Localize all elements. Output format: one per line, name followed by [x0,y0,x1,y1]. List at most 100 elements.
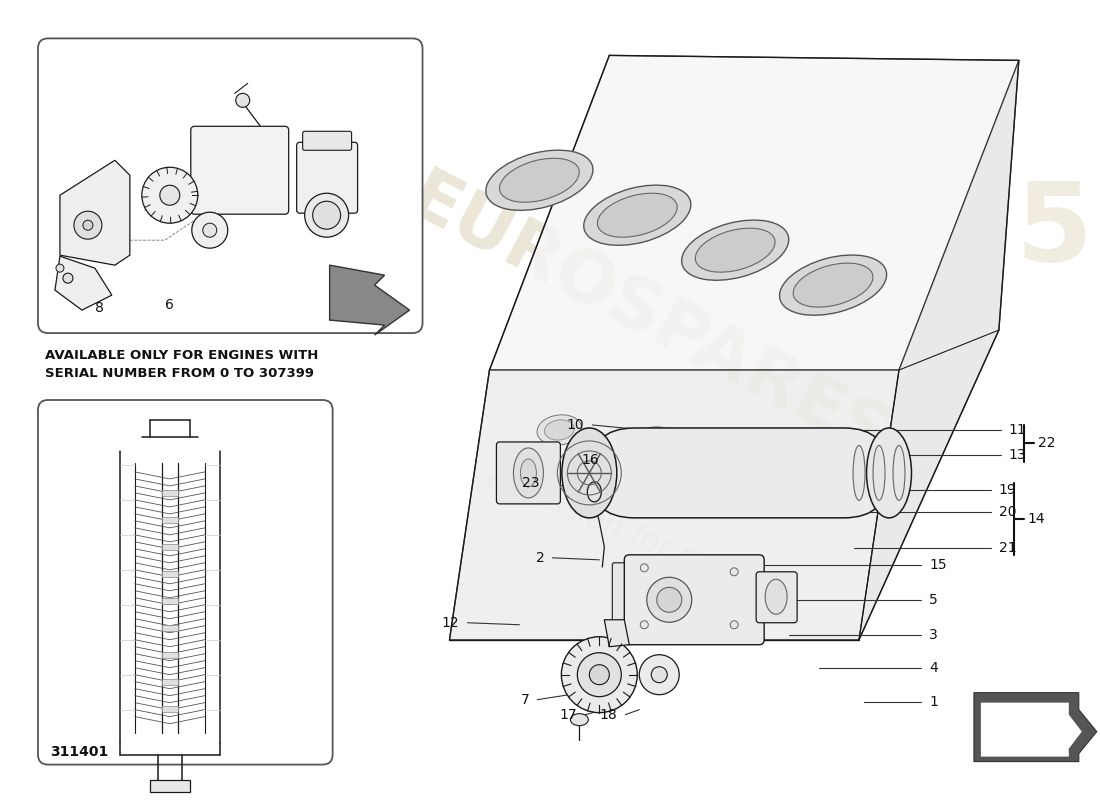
Circle shape [160,186,179,206]
Ellipse shape [727,438,771,469]
Circle shape [142,167,198,223]
Text: 8: 8 [96,301,104,315]
Polygon shape [450,370,899,640]
Polygon shape [490,55,1019,370]
Text: 16: 16 [582,453,600,467]
Bar [162,652,178,658]
FancyBboxPatch shape [496,442,560,504]
Text: 3: 3 [930,628,937,642]
Ellipse shape [514,448,543,498]
Text: 1: 1 [930,694,938,709]
Polygon shape [604,620,629,646]
Ellipse shape [873,446,886,500]
Text: 7: 7 [520,693,529,706]
Ellipse shape [647,578,692,622]
Text: 10: 10 [566,418,584,432]
FancyBboxPatch shape [590,428,889,518]
Text: 12: 12 [442,616,460,630]
Circle shape [312,202,341,229]
Ellipse shape [537,415,582,445]
Text: 14: 14 [1027,512,1045,526]
FancyBboxPatch shape [613,563,641,622]
Circle shape [202,223,217,237]
Bar [162,625,178,630]
Text: 23: 23 [521,476,539,490]
Polygon shape [55,256,112,310]
Bar [150,779,190,791]
Bar [162,598,178,604]
Text: 311401: 311401 [50,745,108,758]
Text: 18: 18 [600,708,617,722]
Ellipse shape [780,255,887,315]
Ellipse shape [793,263,873,307]
Ellipse shape [544,420,574,440]
Bar [162,571,178,577]
Circle shape [640,564,648,572]
Text: 13: 13 [1009,448,1026,462]
Ellipse shape [486,150,593,210]
Text: EUROSPARES: EUROSPARES [396,164,902,477]
Polygon shape [859,60,1019,640]
PathPatch shape [974,693,1097,762]
Ellipse shape [766,579,788,614]
Circle shape [191,212,228,248]
Text: 21: 21 [999,541,1016,555]
Bar [162,544,178,550]
Circle shape [590,665,609,685]
Text: 17: 17 [560,708,578,722]
Ellipse shape [520,459,537,487]
FancyBboxPatch shape [625,555,764,645]
Text: 5: 5 [1015,177,1092,284]
Circle shape [730,621,738,629]
Text: 11: 11 [1009,423,1026,437]
Ellipse shape [682,220,789,280]
Ellipse shape [631,426,676,457]
PathPatch shape [981,702,1081,757]
Circle shape [74,211,102,239]
Circle shape [651,666,668,682]
Circle shape [305,194,349,237]
Text: 4: 4 [930,661,937,674]
Text: 15: 15 [930,558,947,572]
Circle shape [63,273,73,283]
Ellipse shape [657,587,682,612]
Circle shape [561,637,637,713]
Circle shape [578,653,621,697]
Circle shape [639,654,679,694]
Ellipse shape [893,446,905,500]
Bar [162,490,178,496]
FancyBboxPatch shape [39,400,332,765]
Text: 19: 19 [999,483,1016,497]
Bar [162,517,178,523]
Ellipse shape [695,228,776,272]
FancyBboxPatch shape [756,572,798,622]
Ellipse shape [852,446,865,500]
Ellipse shape [867,428,912,518]
Text: SERIAL NUMBER FROM 0 TO 307399: SERIAL NUMBER FROM 0 TO 307399 [45,366,314,379]
FancyBboxPatch shape [190,126,288,214]
Bar [162,706,178,712]
FancyBboxPatch shape [297,142,358,214]
Ellipse shape [735,444,764,464]
Ellipse shape [587,482,602,502]
Text: a passion for parts: a passion for parts [482,463,757,597]
FancyBboxPatch shape [39,38,422,333]
Circle shape [235,94,250,107]
Text: 22: 22 [1037,436,1055,450]
Text: AVAILABLE ONLY FOR ENGINES WITH: AVAILABLE ONLY FOR ENGINES WITH [45,349,318,362]
Text: 6: 6 [165,298,174,312]
Text: 20: 20 [999,505,1016,519]
Circle shape [56,264,64,272]
Text: 2: 2 [536,551,544,565]
Ellipse shape [584,185,691,246]
Ellipse shape [562,428,617,518]
Polygon shape [59,160,130,265]
Ellipse shape [639,432,669,452]
Bar [162,678,178,685]
Ellipse shape [499,158,580,202]
Ellipse shape [597,193,678,238]
Circle shape [82,220,92,230]
Polygon shape [330,265,409,335]
Circle shape [640,621,648,629]
Circle shape [730,568,738,576]
